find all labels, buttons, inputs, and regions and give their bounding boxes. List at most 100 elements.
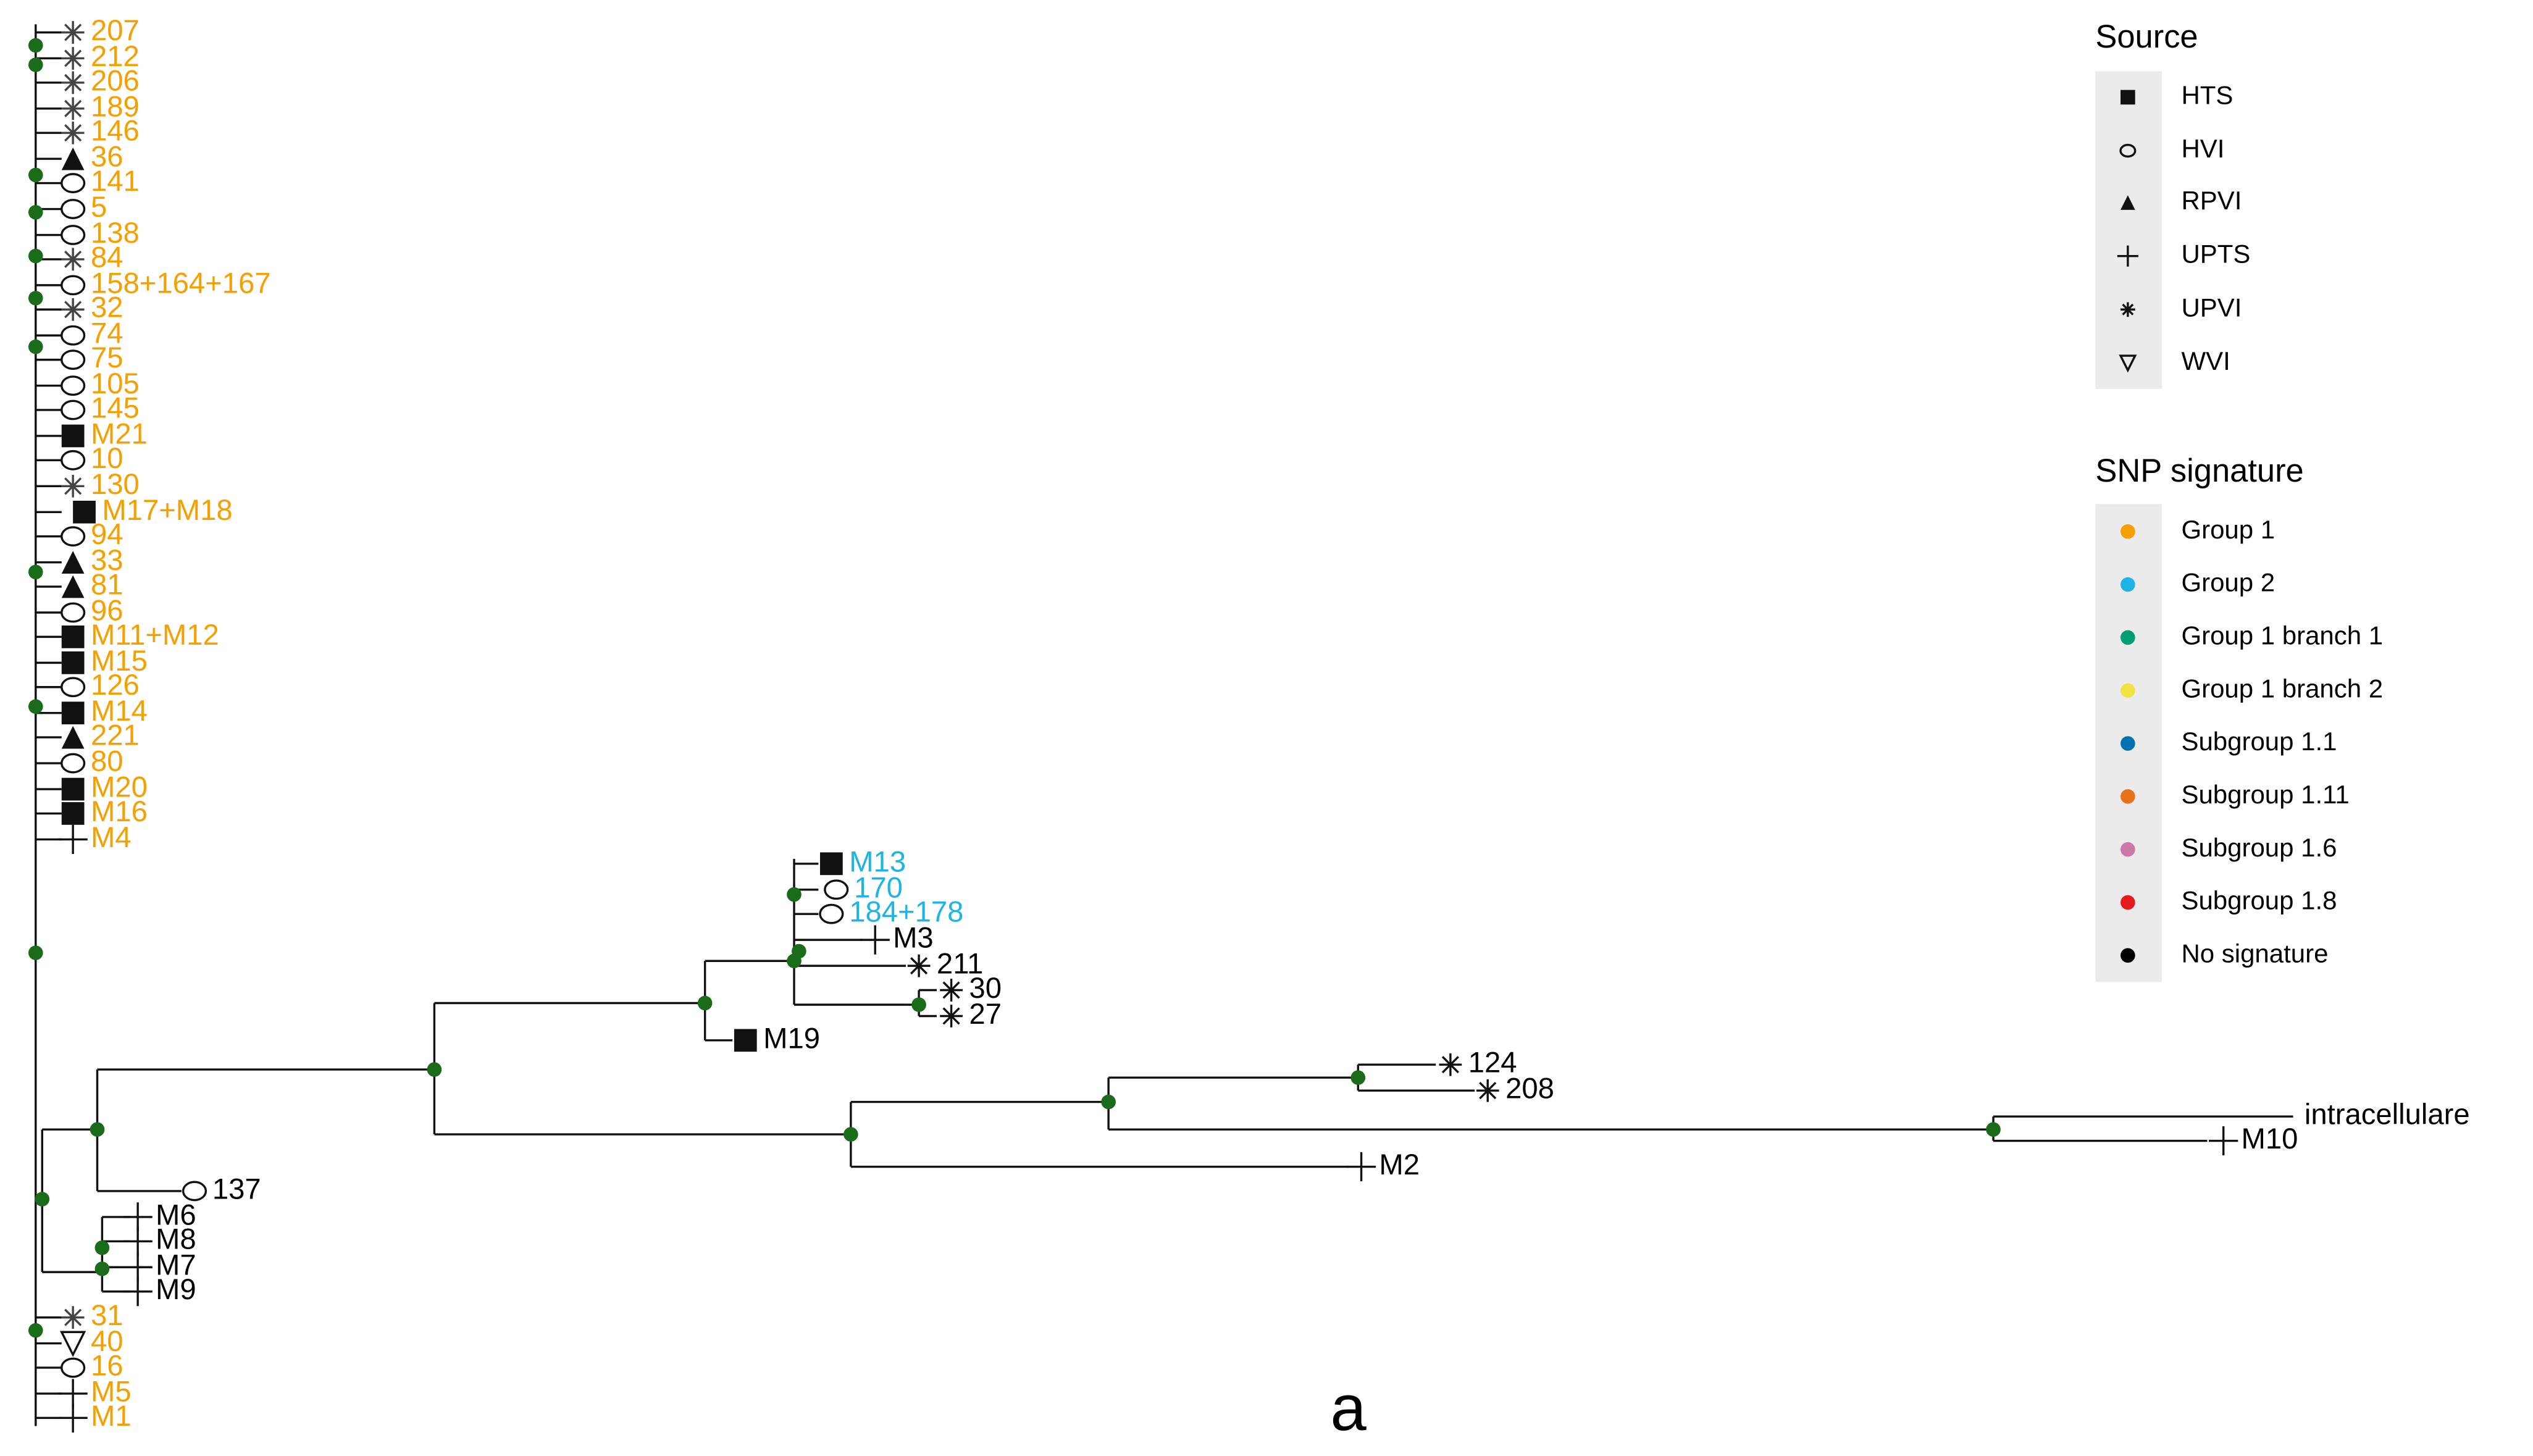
panel-label: a — [1330, 1372, 1367, 1444]
leaf-label: 141 — [91, 165, 140, 198]
symbol — [61, 173, 86, 193]
legend-label: Group 1 branch 1 — [2181, 621, 2383, 650]
symbol — [1439, 1053, 1462, 1076]
legend-swatch — [2121, 577, 2135, 592]
symbol — [58, 1403, 88, 1433]
legend-key-bg — [2095, 71, 2162, 389]
symbol — [2121, 302, 2135, 317]
legend-label: UPVI — [2181, 293, 2242, 322]
leaf-label: 207 — [91, 14, 140, 47]
node — [1350, 1070, 1366, 1086]
leaf-label: M8 — [156, 1223, 196, 1256]
legend-title: Source — [2095, 19, 2198, 55]
symbol — [123, 1252, 153, 1282]
leaf-label: intracellulare — [2305, 1098, 2470, 1131]
node — [28, 699, 43, 714]
symbol — [860, 925, 890, 955]
symbol — [61, 21, 85, 44]
legend-label: Group 2 — [2181, 568, 2275, 597]
symbol — [61, 551, 85, 574]
leaf-label: M13 — [849, 845, 906, 878]
symbol — [73, 500, 96, 524]
symbol — [58, 824, 88, 855]
legend-title: SNP signature — [2095, 453, 2303, 489]
symbol — [61, 275, 86, 296]
legend-swatch — [2121, 842, 2135, 857]
leaf-label: M11+M12 — [91, 619, 219, 651]
node — [1986, 1122, 2001, 1137]
leaf-label: 84 — [91, 241, 124, 274]
node — [787, 887, 802, 902]
leaf-label: 208 — [1505, 1073, 1554, 1105]
leaf-label: 30 — [969, 972, 1002, 1005]
leaf-label: M21 — [91, 417, 148, 450]
legend-label: HVI — [2181, 134, 2224, 163]
leaf-label: 33 — [91, 544, 124, 577]
leaf-label: M17+M18 — [102, 494, 232, 527]
leaf-label: M4 — [91, 821, 132, 854]
symbol — [61, 248, 85, 271]
node — [697, 995, 713, 1011]
leaf-label: 31 — [91, 1299, 124, 1332]
legend-label: HTS — [2181, 81, 2233, 110]
symbol — [2121, 195, 2135, 210]
leaf-label: 105 — [91, 367, 140, 400]
node — [28, 204, 43, 220]
leaf-label: M10 — [2242, 1123, 2298, 1155]
symbol — [61, 777, 85, 801]
leaf-label: 130 — [91, 468, 140, 501]
leaf-label: 206 — [91, 64, 140, 97]
leaf-label: 96 — [91, 594, 124, 627]
symbol — [819, 903, 844, 924]
legend-swatch — [2121, 789, 2135, 804]
symbol — [2209, 1126, 2238, 1156]
node — [844, 1127, 858, 1142]
leaf-label: 36 — [91, 141, 124, 174]
leaf-label: 137 — [212, 1173, 261, 1205]
leaf-label: 138 — [91, 217, 140, 249]
symbol — [123, 1277, 153, 1307]
node — [28, 167, 43, 183]
symbol — [61, 1357, 86, 1378]
leaf-label: 145 — [91, 391, 140, 424]
legend-swatch — [2121, 683, 2135, 698]
leaf-label: 75 — [91, 341, 124, 374]
symbol — [61, 450, 86, 471]
symbol — [61, 726, 85, 749]
symbol — [61, 400, 86, 420]
leaf-label: M1 — [91, 1400, 132, 1433]
symbol — [61, 753, 86, 774]
leaf-label: 32 — [91, 291, 124, 324]
symbol — [819, 852, 843, 876]
symbol — [61, 802, 85, 825]
legend-label: UPTS — [2181, 240, 2250, 269]
leaf-label: M9 — [156, 1273, 196, 1306]
leaf-label: M6 — [156, 1199, 196, 1231]
node — [28, 291, 43, 306]
leaf-label: 81 — [91, 568, 124, 601]
symbol — [61, 602, 86, 623]
symbol — [61, 298, 85, 321]
symbol — [2117, 245, 2138, 267]
symbol — [61, 677, 86, 698]
symbol — [2119, 143, 2137, 158]
symbol — [2121, 90, 2135, 105]
symbol — [61, 424, 85, 448]
symbol — [1346, 1152, 1376, 1182]
leaf-label: 146 — [91, 115, 140, 148]
node — [28, 564, 43, 580]
leaf-label: 211 — [937, 948, 983, 981]
symbol — [61, 1306, 85, 1329]
legend-label: RPVI — [2181, 186, 2242, 215]
symbol — [61, 575, 85, 598]
symbol — [61, 97, 85, 120]
legend-swatch — [2121, 948, 2135, 963]
legend-label: Group 1 branch 2 — [2181, 674, 2383, 703]
leaf-label: 158+164+167 — [91, 267, 271, 299]
symbol — [60, 1331, 86, 1357]
symbol — [940, 1005, 963, 1027]
leaf-label: 212 — [91, 40, 140, 73]
symbol — [61, 147, 85, 170]
node — [90, 1122, 105, 1137]
leaf-label: 27 — [969, 998, 1002, 1031]
